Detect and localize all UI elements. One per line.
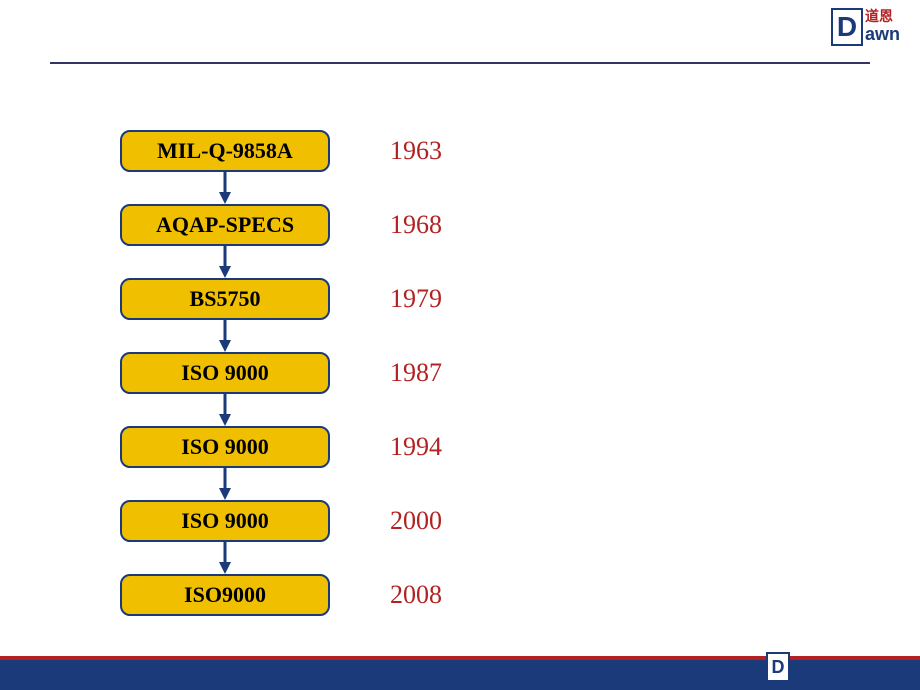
flowchart-year: 1963 (390, 136, 442, 166)
flowchart-node: ISO9000 (120, 574, 330, 616)
flowchart-year: 1979 (390, 284, 442, 314)
flowchart-node: BS5750 (120, 278, 330, 320)
flowchart-arrow (120, 246, 330, 278)
flowchart-node: AQAP-SPECS (120, 204, 330, 246)
flowchart-year: 1994 (390, 432, 442, 462)
flowchart-row: ISO9000 2008 (120, 574, 442, 616)
flowchart-node: ISO 9000 (120, 352, 330, 394)
flowchart-row: MIL-Q-9858A 1963 (120, 130, 442, 172)
dawn-logo: D 道恩 awn (831, 8, 900, 46)
flowchart-row: ISO 9000 1987 (120, 352, 442, 394)
flowchart-arrow (120, 542, 330, 574)
header-divider (50, 62, 870, 64)
flowchart-arrow (120, 172, 330, 204)
logo-text: 道恩 awn (865, 11, 900, 43)
flowchart-node: ISO 9000 (120, 500, 330, 542)
logo-chinese: 道恩 (865, 11, 900, 25)
flowchart-year: 2008 (390, 580, 442, 610)
flowchart-arrow (120, 320, 330, 352)
logo-letter: D (831, 8, 863, 46)
footer-logo: D (766, 652, 790, 682)
flowchart-row: ISO 9000 1994 (120, 426, 442, 468)
standards-flowchart: MIL-Q-9858A 1963 AQAP-SPECS 1968 BS5750 … (120, 130, 442, 616)
logo-english: awn (865, 25, 900, 43)
flowchart-year: 1987 (390, 358, 442, 388)
flowchart-node: ISO 9000 (120, 426, 330, 468)
flowchart-arrow (120, 468, 330, 500)
flowchart-row: AQAP-SPECS 1968 (120, 204, 442, 246)
flowchart-arrow (120, 394, 330, 426)
flowchart-node: MIL-Q-9858A (120, 130, 330, 172)
flowchart-row: ISO 9000 2000 (120, 500, 442, 542)
flowchart-row: BS5750 1979 (120, 278, 442, 320)
flowchart-year: 2000 (390, 506, 442, 536)
flowchart-year: 1968 (390, 210, 442, 240)
